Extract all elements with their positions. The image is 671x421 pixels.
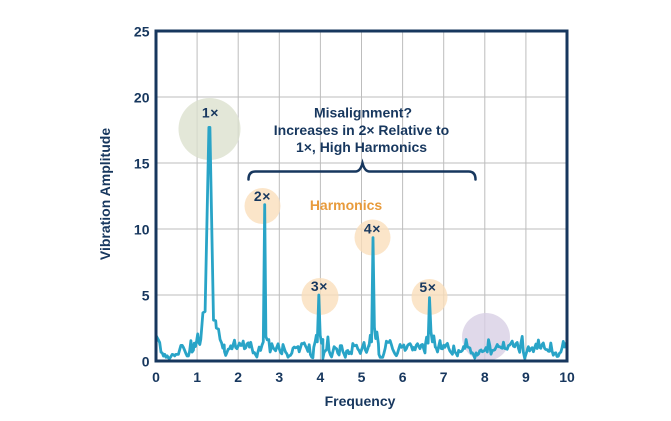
svg-text:5: 5 (358, 369, 366, 385)
svg-text:Misalignment?: Misalignment? (314, 105, 412, 121)
svg-text:1: 1 (193, 369, 201, 385)
svg-text:0: 0 (142, 353, 150, 369)
svg-text:Harmonics: Harmonics (310, 197, 383, 213)
svg-text:10: 10 (559, 369, 575, 385)
svg-text:1×: 1× (202, 105, 219, 121)
svg-text:Frequency: Frequency (325, 393, 396, 409)
svg-text:2: 2 (234, 369, 242, 385)
svg-text:3: 3 (275, 369, 283, 385)
svg-text:20: 20 (134, 89, 150, 105)
svg-text:5: 5 (142, 287, 150, 303)
svg-text:1×, High Harmonics: 1×, High Harmonics (296, 139, 427, 155)
svg-text:0: 0 (152, 369, 160, 385)
svg-text:8: 8 (481, 369, 489, 385)
svg-text:25: 25 (134, 23, 150, 39)
svg-text:9: 9 (522, 369, 530, 385)
svg-text:7: 7 (440, 369, 448, 385)
svg-text:2×: 2× (254, 188, 271, 204)
svg-text:5×: 5× (419, 279, 436, 295)
svg-text:15: 15 (134, 155, 150, 171)
svg-text:4×: 4× (364, 221, 381, 237)
svg-text:Increases in 2× Relative to: Increases in 2× Relative to (274, 122, 449, 138)
svg-text:10: 10 (134, 221, 150, 237)
svg-text:6: 6 (399, 369, 407, 385)
svg-text:Vibration Amplitude: Vibration Amplitude (97, 128, 113, 260)
svg-text:3×: 3× (311, 278, 328, 294)
svg-text:4: 4 (317, 369, 325, 385)
